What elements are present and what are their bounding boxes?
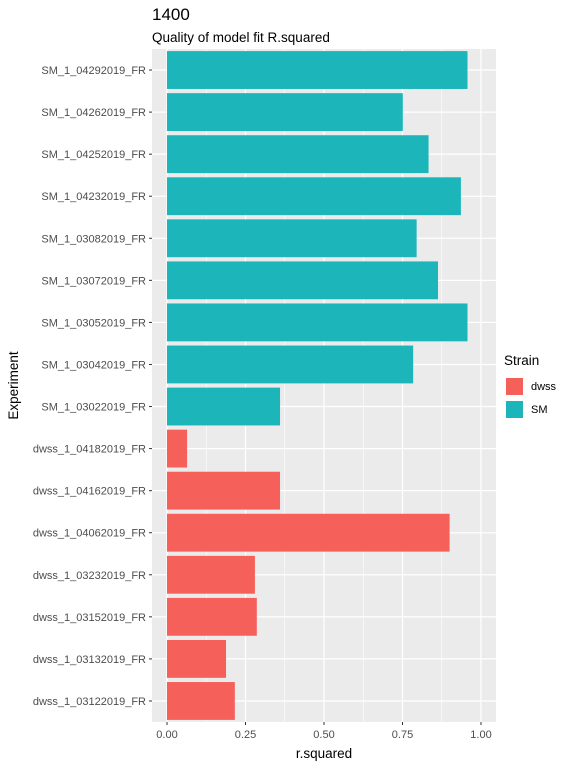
bar-SM_1_03082019_FR: [167, 219, 417, 257]
y-tick-label: SM_1_04252019_FR: [41, 149, 146, 161]
bar-SM_1_03042019_FR: [167, 346, 413, 384]
y-tick-label: dwss_1_04162019_FR: [33, 486, 146, 498]
legend-swatch-dwss: [504, 376, 525, 397]
x-tick-label: 0.50: [313, 729, 334, 741]
bar-dwss_1_04182019_FR: [167, 430, 187, 468]
bar-dwss_1_03232019_FR: [167, 556, 255, 594]
y-tick-label: dwss_1_04182019_FR: [33, 444, 146, 456]
y-tick-label: dwss_1_03132019_FR: [33, 654, 146, 666]
y-tick-label: SM_1_04262019_FR: [41, 107, 146, 119]
legend-item-dwss: dwss: [504, 375, 556, 398]
bar-dwss_1_03122019_FR: [167, 682, 235, 720]
y-tick-label: SM_1_03082019_FR: [41, 233, 146, 245]
legend-item-sm: SM: [504, 398, 556, 421]
y-tick-label: dwss_1_04062019_FR: [33, 528, 146, 540]
bar-dwss_1_04062019_FR: [167, 514, 450, 552]
bar-SM_1_04232019_FR: [167, 177, 461, 215]
y-tick-label: dwss_1_03122019_FR: [33, 696, 146, 708]
legend-title: Strain: [504, 353, 556, 368]
legend-swatch-sm: [504, 399, 525, 420]
y-tick-label: SM_1_04292019_FR: [41, 65, 146, 77]
x-axis-title: r.squared: [296, 746, 352, 761]
x-tick-label: 0.25: [235, 729, 256, 741]
legend: Strain dwss SM: [504, 353, 556, 421]
y-tick-label: SM_1_03052019_FR: [41, 317, 146, 329]
bar-SM_1_04292019_FR: [167, 51, 467, 89]
bar-SM_1_04262019_FR: [167, 93, 403, 131]
legend-label-sm: SM: [531, 404, 548, 416]
y-tick-label: dwss_1_03152019_FR: [33, 612, 146, 624]
bar-SM_1_03052019_FR: [167, 303, 467, 341]
y-tick-label: SM_1_04232019_FR: [41, 191, 146, 203]
y-tick-label: SM_1_03022019_FR: [41, 402, 146, 414]
y-tick-label: dwss_1_03232019_FR: [33, 570, 146, 582]
bar-SM_1_03022019_FR: [167, 388, 280, 426]
x-tick-label: 0.00: [156, 729, 177, 741]
bar-dwss_1_04162019_FR: [167, 472, 280, 510]
bar-dwss_1_03152019_FR: [167, 598, 257, 636]
x-tick-label: 1.00: [470, 729, 491, 741]
bar-SM_1_04252019_FR: [167, 135, 429, 173]
y-axis-title: Experiment: [6, 351, 21, 420]
legend-label-dwss: dwss: [531, 381, 556, 393]
y-tick-label: SM_1_03072019_FR: [41, 275, 146, 287]
bar-dwss_1_03132019_FR: [167, 640, 226, 678]
bar-SM_1_03072019_FR: [167, 261, 438, 299]
x-tick-label: 0.75: [392, 729, 413, 741]
y-tick-label: SM_1_03042019_FR: [41, 359, 146, 371]
